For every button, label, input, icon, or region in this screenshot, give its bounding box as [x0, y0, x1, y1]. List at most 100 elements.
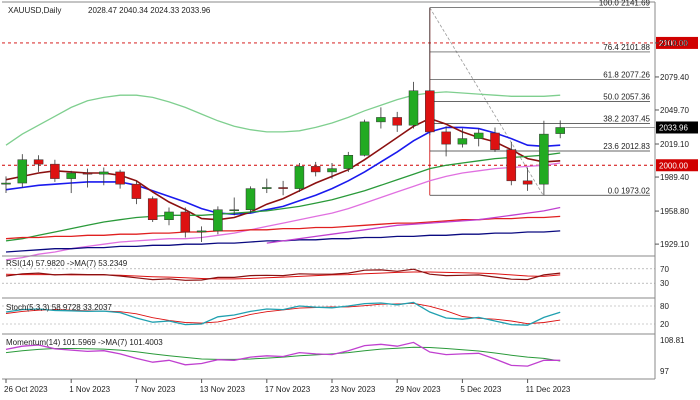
- momentum-tick-label-1: 97: [660, 367, 669, 376]
- price-tick-label-5: 1958.80: [660, 207, 689, 216]
- momentum-panel: 108.81 97 Momentum(14) 101.5969 ->MA(7) 1…: [2, 333, 685, 376]
- ohlc-label: 2028.47 2040.34 2024.33 2033.96: [88, 6, 211, 15]
- current-price-box: [656, 121, 698, 134]
- candle-body-28: [457, 138, 468, 145]
- date-tick-label-7: 5 Dec 2023: [460, 385, 501, 394]
- candle-body-8: [131, 183, 142, 199]
- candle-body-10: [164, 211, 174, 220]
- rsi-tick-label-0: 70: [660, 265, 669, 274]
- candle-body-3: [50, 163, 60, 179]
- date-tick-label-0: 26 Oct 2023: [4, 385, 48, 394]
- moving-averages: [5, 91, 561, 261]
- price-axis: 2110.00 2079.40 2049.70 2019.10 1989.40 1958.…: [655, 39, 698, 249]
- candle-body-34: [555, 127, 565, 134]
- horizontal-levels: 2100.00 2000.00: [2, 36, 698, 172]
- rsi-label: RSI(14) 57.9820 ->MA(7) 53.2349: [6, 259, 128, 268]
- candle-body-4: [66, 172, 76, 179]
- stoch-tick-label-0: 80: [660, 302, 669, 311]
- stoch-label: Stoch(5,3,3) 58.9728 33.2037: [6, 303, 112, 312]
- candle-body-25: [408, 90, 419, 126]
- ma-line-magenta: [266, 206, 561, 244]
- momentum-label: Momentum(14) 101.5969 ->MA(7) 101.4003: [6, 338, 163, 347]
- stoch-k-line: [5, 301, 561, 326]
- fib-level-label-5: 23.6 2012.83: [603, 142, 650, 151]
- candlesticks: [1, 7, 655, 242]
- candle-body-7: [115, 171, 125, 185]
- candle-body-20: [327, 168, 337, 173]
- price-panel: 2100.00 2000.00 100.0 2141.69 76.4 2101.88…: [1, 0, 698, 261]
- candle-body-14: [229, 209, 239, 211]
- fib-level-label-6: 0.0 1973.02: [608, 186, 651, 195]
- price-tick-label-2: 2049.70: [660, 106, 689, 115]
- symbol-label: XAUUSD,Daily: [8, 6, 61, 15]
- horizontal-level-label-0: 2100.00: [659, 39, 688, 48]
- rsi-line: [5, 268, 561, 281]
- momentum-tick-label-0: 108.81: [660, 336, 685, 345]
- candle-body-15: [245, 188, 256, 210]
- candle-body-32: [522, 180, 533, 185]
- candle-body-22: [359, 121, 370, 156]
- rsi-lines: 70 30: [2, 265, 669, 288]
- candle-body-12: [196, 230, 207, 233]
- date-tick-label-2: 7 Nov 2023: [134, 385, 175, 394]
- candle-body-24: [392, 117, 402, 126]
- date-tick-label-6: 29 Nov 2023: [395, 385, 441, 394]
- fib-trend-line: [429, 7, 544, 196]
- candle-body-30: [490, 132, 500, 150]
- rsi-panel: 70 30 RSI(14) 57.9820 ->MA(7) 53.2349: [2, 255, 669, 288]
- horizontal-level-box-1: [656, 159, 698, 172]
- fib-level-label-2: 61.8 2077.26: [603, 70, 650, 79]
- candle-body-31: [506, 149, 517, 182]
- price-tick-label-1: 2079.40: [660, 73, 689, 82]
- price-tick-label-3: 2019.10: [660, 140, 689, 149]
- candle-body-16: [262, 187, 272, 189]
- candle-body-27: [441, 131, 451, 145]
- candle-body-26: [425, 90, 435, 133]
- date-tick-label-8: 11 Dec 2023: [526, 385, 571, 394]
- ma-line-pink: [5, 162, 561, 261]
- ma-line-blue: [5, 126, 561, 216]
- current-price-label: 2033.96: [659, 123, 688, 132]
- ma-line-red: [5, 215, 561, 240]
- rsi-tick-label-1: 30: [660, 279, 669, 288]
- momentum-line: [5, 341, 561, 367]
- candle-body-11: [180, 211, 191, 233]
- stoch-tick-label-1: 20: [660, 320, 669, 329]
- candle-body-29: [473, 132, 484, 139]
- candle-body-33: [539, 133, 549, 185]
- candle-body-13: [213, 209, 223, 232]
- candle-body-6: [99, 171, 109, 175]
- fib-level-label-1: 76.4 2101.88: [603, 43, 650, 52]
- ma-line-maroon: [5, 117, 561, 221]
- date-tick-label-3: 13 Nov 2023: [200, 385, 246, 394]
- momentum-lines: 108.81 97: [5, 336, 685, 376]
- date-tick-label-4: 17 Nov 2023: [265, 385, 311, 394]
- horizontal-level-label-1: 2000.00: [659, 161, 688, 170]
- fib-level-label-0: 100.0 2141.69: [599, 0, 651, 8]
- horizontal-level-box-0: [656, 36, 698, 49]
- fib-level-label-4: 38.2 2037.45: [603, 115, 650, 124]
- candle-body-19: [310, 166, 321, 173]
- date-tick-label-5: 23 Nov 2023: [330, 385, 376, 394]
- price-tick-label-0: 2110.00: [660, 39, 689, 48]
- candle-body-1: [17, 159, 28, 184]
- fib-level-label-3: 50.0 2057.36: [603, 92, 650, 101]
- candle-body-5: [82, 172, 93, 175]
- price-tick-label-6: 1929.10: [660, 240, 689, 249]
- candle-body-0: [1, 182, 11, 185]
- price-tick-label-4: 1989.40: [660, 173, 689, 182]
- date-axis: 26 Oct 2023 1 Nov 2023 7 Nov 2023 13 Nov 20…: [4, 379, 571, 394]
- candle-body-9: [147, 198, 158, 220]
- fibonacci-labels: 100.0 2141.69 76.4 2101.88 61.8 2077.26 50.…: [599, 0, 651, 195]
- ma-line-light-green: [5, 91, 561, 146]
- candle-body-2: [33, 159, 44, 165]
- date-tick-label-1: 1 Nov 2023: [69, 385, 110, 394]
- stoch-panel: 80 20 Stoch(5,3,3) 58.9728 33.2037: [2, 297, 669, 329]
- candle-body-17: [278, 187, 288, 189]
- ma-line-green: [5, 152, 561, 242]
- candle-body-18: [294, 166, 305, 189]
- candle-body-21: [343, 154, 354, 169]
- candle-body-23: [376, 117, 386, 123]
